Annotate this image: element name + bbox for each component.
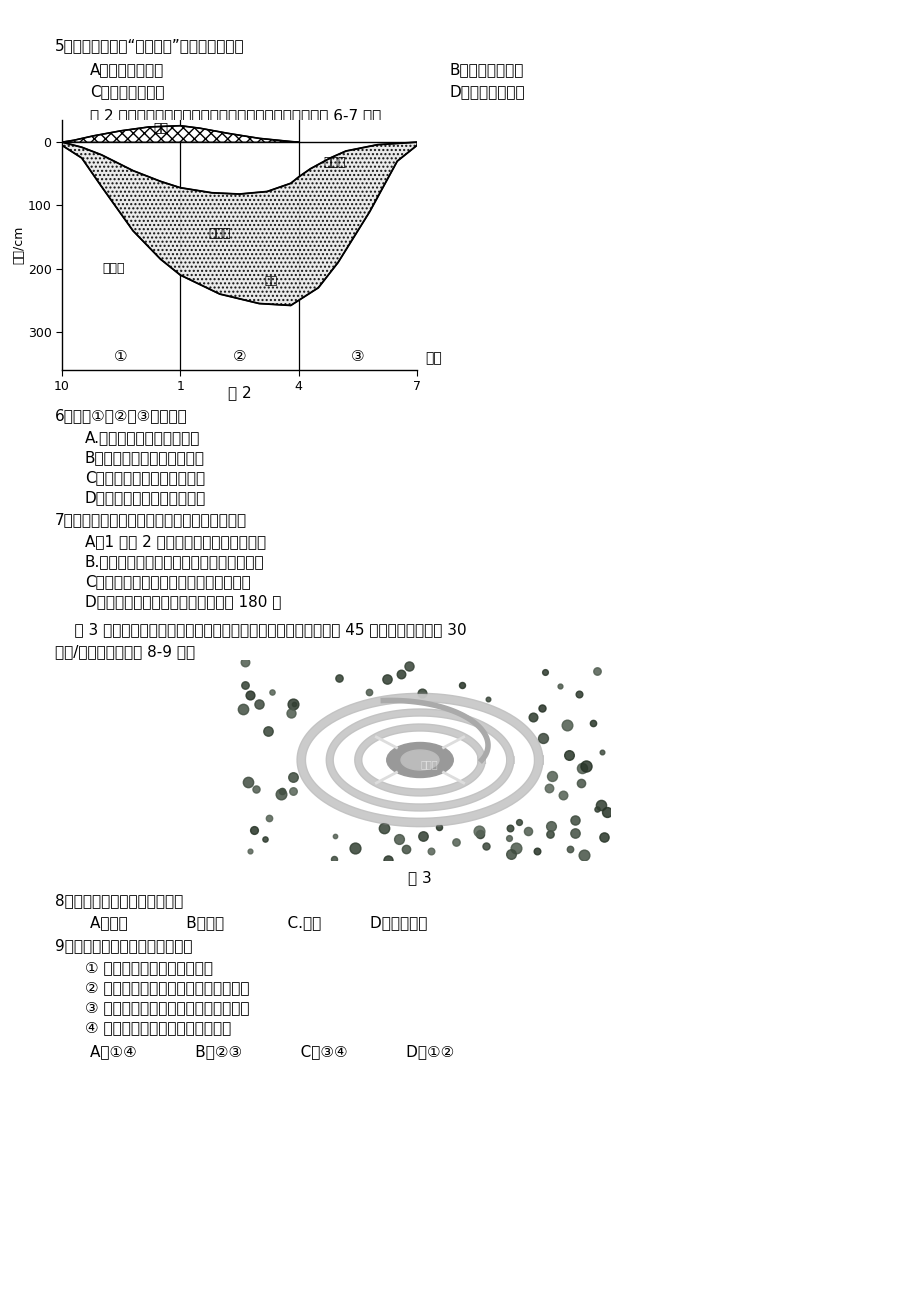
Text: ②: ② xyxy=(233,349,246,363)
Text: 6．图中①、②、③分别表示: 6．图中①、②、③分别表示 xyxy=(55,408,187,423)
Text: 公里/小时。据此回答 8-9 题。: 公里/小时。据此回答 8-9 题。 xyxy=(55,644,195,659)
Text: D．冻土从开始融化到全部化通约需 180 天: D．冻土从开始融化到全部化通约需 180 天 xyxy=(85,594,281,609)
Polygon shape xyxy=(62,126,299,142)
Text: C．生态完全无害: C．生态完全无害 xyxy=(90,85,165,99)
Text: B．无冻期、融冻期、冻结期: B．无冻期、融冻期、冻结期 xyxy=(85,450,205,465)
Text: D．融冻期、冻结期、无冻期: D．融冻期、冻结期、无冻期 xyxy=(85,490,206,505)
Text: ③ 增加驾驶人员开车的趣味性和刺激性: ③ 增加驾驶人员开车的趣味性和刺激性 xyxy=(85,1000,249,1016)
Text: 5．据材料分析，“智慧大棚”可以让甘肃农业: 5．据材料分析，“智慧大棚”可以让甘肃农业 xyxy=(55,38,244,53)
Text: 冻土层: 冻土层 xyxy=(209,228,231,241)
Text: 图 2: 图 2 xyxy=(228,385,252,400)
Text: C．冻土冻结深度的增长为先变慢后变快: C．冻土冻结深度的增长为先变慢后变快 xyxy=(85,574,251,589)
Text: D．生产成本降低: D．生产成本降低 xyxy=(449,85,525,99)
Text: A．①④            B．②③            C．③④            D．①②: A．①④ B．②③ C．③④ D．①② xyxy=(90,1044,454,1059)
Text: A.融冻期、无冻期、冻结期: A.融冻期、无冻期、冻结期 xyxy=(85,430,200,445)
Text: 融冻层: 融冻层 xyxy=(323,156,345,169)
Text: B．产品运费减少: B．产品运费减少 xyxy=(449,62,524,77)
Text: C．无冻期、冻结期、融冻期: C．无冻期、冻结期、融冻期 xyxy=(85,470,205,486)
Text: 无冻层: 无冻层 xyxy=(102,262,124,275)
Polygon shape xyxy=(62,142,416,306)
Text: 月份: 月份 xyxy=(425,352,441,365)
Text: 积雪: 积雪 xyxy=(153,121,168,134)
Text: A．产品品质提高: A．产品品质提高 xyxy=(90,62,165,77)
Text: 图 3: 图 3 xyxy=(408,870,431,885)
Text: ③: ③ xyxy=(351,349,364,363)
Text: 图 3 是某国环形特色公路，这条公路采用双螺旋设计，垂直高度 45 米，该公路限速为 30: 图 3 是某国环形特色公路，这条公路采用双螺旋设计，垂直高度 45 米，该公路限… xyxy=(55,622,466,637)
Text: 9．该环形公路设计的主要原因是: 9．该环形公路设计的主要原因是 xyxy=(55,937,192,953)
Circle shape xyxy=(401,750,438,769)
Text: A．沙特            B．荷兰             C.日本          D．孟加拉国: A．沙特 B．荷兰 C.日本 D．孟加拉国 xyxy=(90,915,427,930)
Text: 7．下列有关该地冻土融化过程的说法正确的是: 7．下列有关该地冻土融化过程的说法正确的是 xyxy=(55,512,247,527)
Text: ② 使环形公路与周边的自然环境相协调: ② 使环形公路与周边的自然环境相协调 xyxy=(85,980,249,995)
Text: ①: ① xyxy=(114,349,128,363)
Text: A．1 月至 2 月期间该地冻土层达到最厚: A．1 月至 2 月期间该地冻土层达到最厚 xyxy=(85,534,266,549)
Text: 8．图示特色公路最可能出现在: 8．图示特色公路最可能出现在 xyxy=(55,893,183,907)
Text: ① 节省土地资源，减少工程量: ① 节省土地资源，减少工程量 xyxy=(85,960,213,975)
Text: B.气温高低和农事活动对融化速度影响较大: B.气温高低和农事活动对融化速度影响较大 xyxy=(85,553,265,569)
Text: 冻碖: 冻碖 xyxy=(264,276,278,286)
Y-axis label: 深度/cm: 深度/cm xyxy=(12,225,25,264)
Text: 正版云: 正版云 xyxy=(420,759,437,769)
Text: 图 2 为我国黑龙江省某地冻土融化过程示意图。读图回答 6-7 题。: 图 2 为我国黑龙江省某地冻土融化过程示意图。读图回答 6-7 题。 xyxy=(90,108,380,122)
Circle shape xyxy=(386,742,453,777)
Text: ④ 尽量减少对沿线地区植被的破坏: ④ 尽量减少对沿线地区植被的破坏 xyxy=(85,1019,231,1035)
